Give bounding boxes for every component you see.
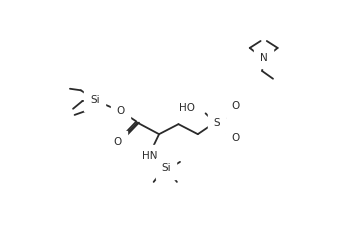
Text: O: O <box>232 101 240 111</box>
Text: O: O <box>232 133 240 143</box>
Text: N: N <box>260 53 268 63</box>
Text: HO: HO <box>179 103 195 113</box>
Text: S: S <box>213 118 220 128</box>
Text: O: O <box>113 137 121 147</box>
Text: HN: HN <box>142 151 158 161</box>
Text: O: O <box>116 106 125 116</box>
Text: Si: Si <box>90 95 99 105</box>
Text: Si: Si <box>161 163 171 173</box>
